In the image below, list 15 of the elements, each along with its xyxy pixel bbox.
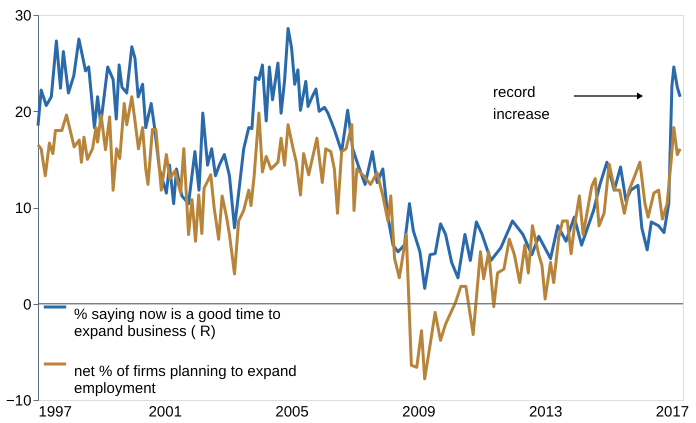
legend-label: net % of firms planning to expand employment bbox=[74, 363, 297, 397]
y-tick-label: 20 bbox=[14, 104, 32, 121]
y-tick-label: 10 bbox=[14, 200, 32, 217]
x-tick-label: 2001 bbox=[148, 404, 182, 420]
x-tick-label: 2005 bbox=[275, 404, 309, 420]
y-tick-label: −10 bbox=[6, 392, 32, 410]
x-tick-label: 2017 bbox=[656, 404, 690, 420]
annotation: record increase bbox=[493, 84, 550, 123]
y-tick-label: 30 bbox=[14, 8, 32, 24]
x-tick-label: 2009 bbox=[402, 404, 436, 420]
y-tick-label: 0 bbox=[23, 296, 32, 314]
x-tick-label: 2013 bbox=[528, 404, 562, 420]
legend-label: % saying now is a good time to expand business ( R) bbox=[74, 306, 281, 340]
line-series bbox=[36, 26, 682, 290]
x-tick-label: 1997 bbox=[38, 404, 72, 420]
